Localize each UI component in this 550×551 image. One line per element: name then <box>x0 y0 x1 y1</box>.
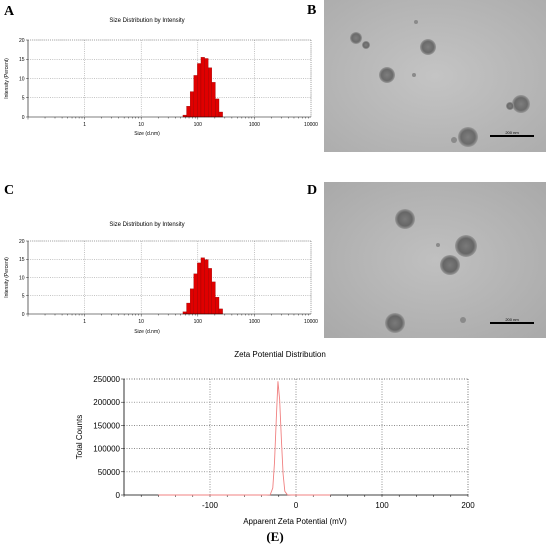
bar <box>189 91 194 118</box>
bar <box>211 281 216 315</box>
y-tick-label: 10 <box>19 275 25 281</box>
bar <box>215 98 220 118</box>
y-tick-label: 150000 <box>93 421 120 430</box>
y-tick-label: 15 <box>19 257 25 263</box>
chart-a-y-axis-label: Intensity (Percent) <box>4 58 10 99</box>
bar <box>200 257 205 315</box>
nanoparticle <box>385 313 405 333</box>
y-tick-label: 0 <box>22 115 25 121</box>
nanoparticle <box>458 127 478 147</box>
panel-label-a: A <box>4 4 15 19</box>
tem-image-b: 200 nm <box>324 0 546 152</box>
nanoparticle <box>506 102 514 110</box>
scale-bar-b: 200 nm <box>490 130 534 140</box>
nanoparticle <box>440 255 460 275</box>
bar <box>197 63 202 118</box>
bar <box>204 58 209 118</box>
bar <box>186 106 191 118</box>
chart-e-y-axis-label: Total Counts <box>75 415 84 459</box>
y-tick-label: 5 <box>22 96 25 102</box>
bar <box>186 302 191 315</box>
bar <box>208 268 212 315</box>
y-tick-label: 20 <box>19 239 25 245</box>
x-tick-label: 100 <box>194 122 203 128</box>
chart-e-title: Zeta Potential Distribution <box>234 350 326 359</box>
bar <box>218 308 223 315</box>
nanoparticle <box>350 32 362 44</box>
bar <box>193 273 198 315</box>
panel-label-e: (E) <box>266 529 284 544</box>
nanoparticle <box>362 41 370 49</box>
scale-bar-d: 200 nm <box>490 317 534 327</box>
y-tick-label: 250000 <box>93 375 120 384</box>
chart-c-y-axis-label: Intensity (Percent) <box>4 257 10 298</box>
nanoparticle <box>420 39 436 55</box>
zeta-series-line <box>158 381 331 496</box>
nanoparticle <box>412 73 416 77</box>
x-tick-label: 200 <box>461 501 475 510</box>
bar <box>200 57 205 118</box>
x-tick-label: 1 <box>83 122 86 128</box>
bar <box>211 82 216 118</box>
size-distribution-chart-c: Size Distribution by Intensity Intensity… <box>4 222 318 335</box>
nanoparticle <box>395 209 415 229</box>
size-distribution-chart-a: Size Distribution by Intensity Intensity… <box>4 18 318 137</box>
y-tick-label: 200000 <box>93 398 120 407</box>
bar <box>182 311 187 315</box>
bar <box>215 297 220 315</box>
nanoparticle <box>451 137 457 143</box>
bar <box>197 262 202 315</box>
chart-c-title: Size Distribution by Intensity <box>109 222 184 228</box>
x-tick-label: 1000 <box>249 122 260 128</box>
x-tick-label: 10 <box>138 319 144 325</box>
bar <box>193 75 198 118</box>
nanoparticle <box>436 243 440 247</box>
x-tick-label: 1000 <box>249 319 260 325</box>
y-tick-label: 50000 <box>98 468 121 477</box>
chart-a-x-axis-label: Size (d.nm) <box>134 131 160 137</box>
bar <box>208 67 212 118</box>
nanoparticle <box>414 20 418 24</box>
y-tick-label: 15 <box>19 57 25 63</box>
tem-image-d: 200 nm <box>324 182 546 338</box>
x-tick-label: 1 <box>83 319 86 325</box>
zeta-potential-chart: Zeta Potential Distribution Total Counts… <box>75 350 475 526</box>
x-tick-label: 10000 <box>304 122 318 128</box>
panel-label-d: D <box>307 183 318 198</box>
nanoparticle <box>460 317 466 323</box>
nanoparticle <box>512 95 530 113</box>
x-tick-label: 100 <box>194 319 203 325</box>
scale-bar-d-label: 200 nm <box>505 317 519 322</box>
y-tick-label: 0 <box>116 491 121 500</box>
chart-c-x-axis-label: Size (d.nm) <box>134 329 160 335</box>
chart-e-x-axis-label: Apparent Zeta Potential (mV) <box>243 517 347 526</box>
chart-a-title: Size Distribution by Intensity <box>109 18 184 24</box>
x-tick-label: 10000 <box>304 319 318 325</box>
y-tick-label: 10 <box>19 76 25 82</box>
x-tick-label: -100 <box>202 501 219 510</box>
bar <box>218 111 223 118</box>
y-tick-label: 0 <box>22 312 25 318</box>
y-tick-label: 20 <box>19 38 25 44</box>
x-tick-label: 0 <box>294 501 299 510</box>
bar <box>189 288 194 315</box>
panel-label-c: C <box>4 183 15 198</box>
y-tick-label: 100000 <box>93 445 120 454</box>
nanoparticle <box>379 67 395 83</box>
y-tick-label: 5 <box>22 294 25 300</box>
x-tick-label: 10 <box>138 122 144 128</box>
nanoparticle <box>455 235 477 257</box>
bar <box>204 259 209 315</box>
x-tick-label: 100 <box>375 501 389 510</box>
scale-bar-b-label: 200 nm <box>505 130 519 135</box>
panel-label-b: B <box>307 3 317 18</box>
